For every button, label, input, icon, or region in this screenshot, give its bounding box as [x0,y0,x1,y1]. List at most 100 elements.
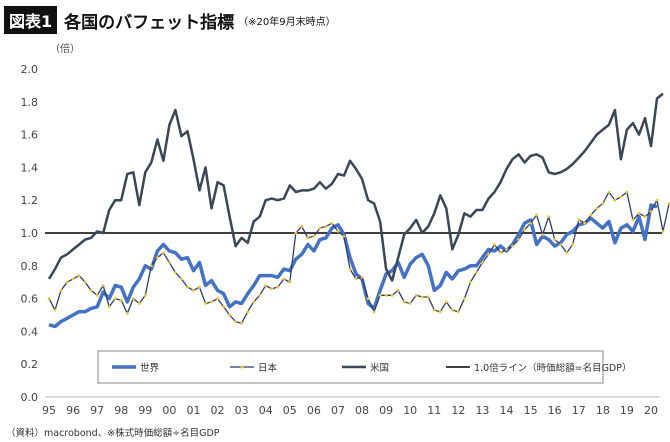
data-point [252,300,256,304]
data-point [288,280,292,284]
data-point [282,277,286,281]
data-point [420,295,424,299]
data-point [438,310,442,314]
x-tick-label: 17 [572,404,586,417]
x-tick-label: 95 [42,404,56,417]
data-point [216,297,219,300]
data-point [360,275,364,279]
data-point [378,293,382,297]
y-tick-label: 0.4 [21,325,39,338]
y-tick-label: 2.0 [21,63,39,76]
data-point [577,218,581,222]
data-point [637,211,641,215]
x-tick-label: 02 [211,404,225,417]
data-point [444,300,448,304]
data-point [228,313,232,317]
data-point [174,270,177,274]
y-tick-label: 0.8 [21,260,39,273]
x-tick-label: 12 [451,404,465,417]
data-point [601,202,605,205]
x-tick-label: 97 [90,404,104,417]
data-point [348,267,352,271]
y-tick-label: 0.6 [21,293,39,306]
x-tick-label: 99 [138,404,152,417]
y-axis-label: （倍） [50,42,80,55]
x-tick-label: 08 [355,404,369,417]
data-point [541,233,545,237]
data-point [119,298,123,302]
data-point [222,305,225,309]
source-note: （資料）macrobond、※株式時価総額÷名目GDP [6,428,220,439]
data-point [53,308,57,312]
data-point [649,210,653,214]
data-point [240,321,244,325]
data-point [553,238,557,241]
data-point [276,285,280,289]
x-tick-label: 15 [524,404,538,417]
data-point [631,218,635,222]
data-point [113,297,117,300]
data-point [583,221,587,225]
data-point [95,293,99,297]
series-line-0 [48,203,658,329]
data-point [71,277,75,281]
data-point [384,293,388,297]
data-point [330,221,334,225]
data-point [469,280,472,284]
data-point [366,297,370,300]
data-point [234,320,238,323]
title-text: 各国のバフェット指標 [64,12,235,33]
y-tick-label: 1.0 [21,227,39,240]
data-point [125,311,129,315]
data-point [155,256,159,259]
title-note: （※20年9月末時点） [238,16,336,28]
data-point [408,302,412,305]
data-point [270,287,274,291]
legend-label: 1.0倍ライン（時価総額=名目GDP） [474,362,631,374]
data-point [619,195,623,199]
data-point [595,207,599,210]
data-point [505,248,508,251]
y-tick-label: 1.2 [21,194,39,207]
data-point [396,289,400,292]
x-tick-label: 98 [114,404,128,417]
x-tick-label: 20 [644,404,658,417]
data-point [137,302,141,305]
data-point [83,280,87,284]
data-point [312,234,316,238]
data-point [342,234,346,238]
x-tick-label: 03 [235,404,249,417]
data-point [589,213,593,217]
legend-label: 米国 [370,362,389,374]
x-tick-label: 16 [548,404,562,417]
data-point [450,308,454,312]
data-point [426,295,430,299]
legend-label: 日本 [258,362,278,374]
y-tick-label: 1.6 [21,129,39,142]
data-point [107,305,111,309]
data-point [318,226,322,230]
data-point [192,289,195,292]
data-point [300,225,304,228]
data-point [131,297,135,300]
data-point [143,293,147,297]
x-tick-label: 06 [307,404,321,417]
x-tick-label: 96 [66,404,80,417]
x-tick-label: 11 [427,404,441,417]
series-line-1 [48,191,670,324]
data-point [607,190,611,194]
data-point [186,285,189,289]
data-point [77,274,81,278]
data-point [481,261,484,264]
y-tick-label: 1.8 [21,96,39,109]
data-point [180,277,183,281]
data-point [89,289,93,292]
data-point [246,310,250,314]
x-tick-label: 01 [186,404,200,417]
data-point [372,310,376,314]
data-point [475,270,478,274]
data-point [168,261,171,264]
data-point [204,302,207,305]
data-point [535,213,539,217]
